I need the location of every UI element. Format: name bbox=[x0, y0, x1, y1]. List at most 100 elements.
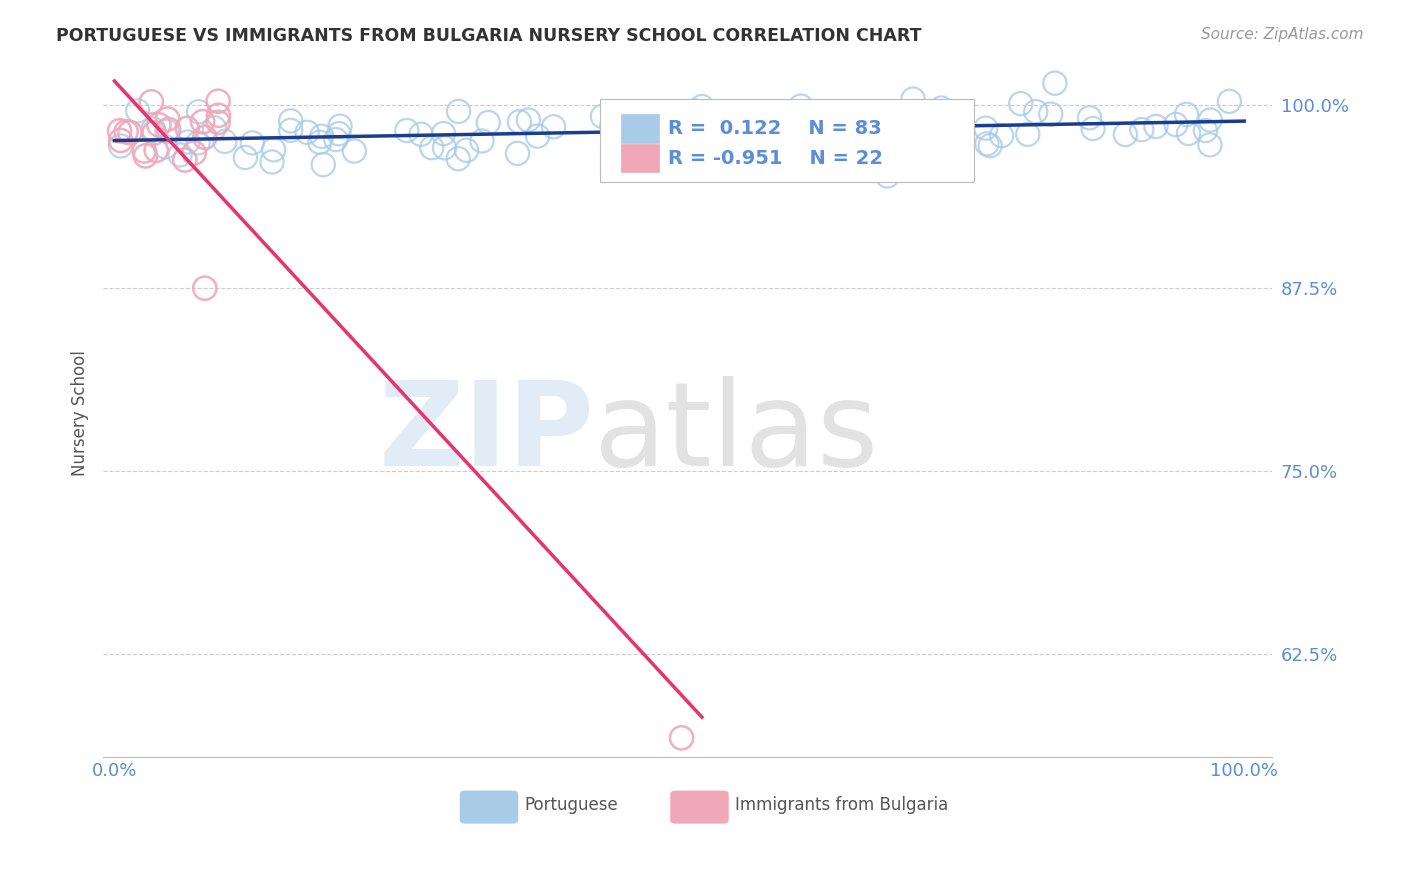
Point bbox=[716, 111, 738, 125]
Point bbox=[174, 153, 197, 167]
Point bbox=[790, 99, 813, 113]
Text: Source: ZipAtlas.com: Source: ZipAtlas.com bbox=[1201, 27, 1364, 42]
Text: ZIP: ZIP bbox=[378, 376, 595, 491]
Point bbox=[807, 139, 830, 153]
Point bbox=[141, 95, 163, 109]
Point bbox=[927, 106, 949, 120]
FancyBboxPatch shape bbox=[621, 144, 658, 172]
Point bbox=[183, 146, 205, 161]
Point bbox=[110, 139, 132, 153]
Point bbox=[1144, 120, 1167, 134]
Point bbox=[142, 122, 165, 136]
Point bbox=[240, 136, 263, 150]
Point bbox=[263, 143, 285, 157]
FancyBboxPatch shape bbox=[460, 790, 519, 823]
Text: atlas: atlas bbox=[595, 376, 880, 491]
Point bbox=[343, 144, 366, 158]
Point bbox=[690, 99, 713, 113]
Point bbox=[591, 110, 613, 124]
Point bbox=[662, 129, 685, 144]
Point bbox=[187, 104, 209, 119]
Point bbox=[619, 128, 641, 143]
FancyBboxPatch shape bbox=[600, 100, 974, 182]
Text: PORTUGUESE VS IMMIGRANTS FROM BULGARIA NURSERY SCHOOL CORRELATION CHART: PORTUGUESE VS IMMIGRANTS FROM BULGARIA N… bbox=[56, 27, 922, 45]
Point bbox=[721, 124, 744, 138]
Point bbox=[1081, 121, 1104, 136]
Point bbox=[901, 92, 924, 106]
Point bbox=[779, 139, 801, 153]
Point bbox=[471, 134, 494, 148]
Point bbox=[202, 120, 225, 135]
Point bbox=[325, 133, 347, 147]
Text: R =  0.122    N = 83: R = 0.122 N = 83 bbox=[668, 119, 882, 138]
Point bbox=[118, 126, 141, 140]
Point bbox=[852, 158, 875, 172]
Point bbox=[311, 129, 333, 144]
Point bbox=[506, 146, 529, 161]
Text: R = -0.951    N = 22: R = -0.951 N = 22 bbox=[668, 148, 883, 168]
Point bbox=[127, 103, 149, 118]
Point bbox=[1017, 128, 1039, 142]
Point bbox=[903, 108, 925, 122]
Point bbox=[194, 281, 217, 295]
Point bbox=[976, 136, 998, 151]
Point bbox=[1199, 137, 1222, 152]
Point bbox=[194, 130, 217, 145]
Point bbox=[148, 118, 170, 132]
FancyBboxPatch shape bbox=[671, 790, 728, 823]
Point bbox=[876, 169, 898, 183]
Point bbox=[685, 103, 707, 118]
Point bbox=[974, 121, 997, 136]
Point bbox=[420, 141, 443, 155]
Point bbox=[233, 151, 256, 165]
Point bbox=[990, 128, 1012, 143]
Point bbox=[108, 124, 131, 138]
Point bbox=[1025, 104, 1047, 119]
Point bbox=[433, 141, 456, 155]
Point bbox=[517, 113, 540, 128]
Point bbox=[260, 155, 283, 169]
Point bbox=[1039, 107, 1062, 121]
Point bbox=[134, 144, 156, 158]
Point bbox=[432, 127, 454, 141]
Point bbox=[143, 126, 166, 140]
Point bbox=[214, 134, 236, 148]
Point bbox=[456, 143, 478, 157]
Point bbox=[1194, 123, 1216, 137]
Point bbox=[409, 128, 432, 142]
Point bbox=[280, 123, 302, 137]
Point bbox=[794, 132, 817, 146]
Point bbox=[280, 113, 302, 128]
Point bbox=[207, 108, 229, 122]
Point bbox=[329, 119, 352, 133]
Point bbox=[308, 135, 330, 149]
Point bbox=[1218, 95, 1240, 109]
Point bbox=[772, 119, 794, 133]
Y-axis label: Nursery School: Nursery School bbox=[72, 350, 89, 475]
Point bbox=[1114, 128, 1136, 142]
Point bbox=[931, 101, 953, 115]
Point bbox=[157, 122, 180, 136]
Point bbox=[1043, 76, 1066, 90]
Point bbox=[312, 158, 335, 172]
Text: Portuguese: Portuguese bbox=[524, 796, 617, 814]
Point bbox=[1199, 113, 1222, 128]
Point bbox=[145, 143, 167, 157]
FancyBboxPatch shape bbox=[621, 114, 658, 143]
Point bbox=[447, 104, 470, 119]
Text: Immigrants from Bulgaria: Immigrants from Bulgaria bbox=[734, 796, 948, 814]
Point bbox=[543, 120, 565, 134]
Point bbox=[671, 731, 693, 745]
Point bbox=[782, 106, 804, 120]
Point bbox=[1130, 122, 1153, 136]
Point bbox=[169, 148, 191, 162]
Point bbox=[1175, 107, 1198, 121]
Point bbox=[187, 136, 209, 150]
Point bbox=[526, 129, 548, 144]
Point bbox=[328, 127, 350, 141]
Point bbox=[696, 106, 718, 120]
Point bbox=[110, 133, 132, 147]
Point bbox=[207, 94, 229, 108]
Point bbox=[207, 115, 229, 129]
Point bbox=[156, 112, 179, 126]
